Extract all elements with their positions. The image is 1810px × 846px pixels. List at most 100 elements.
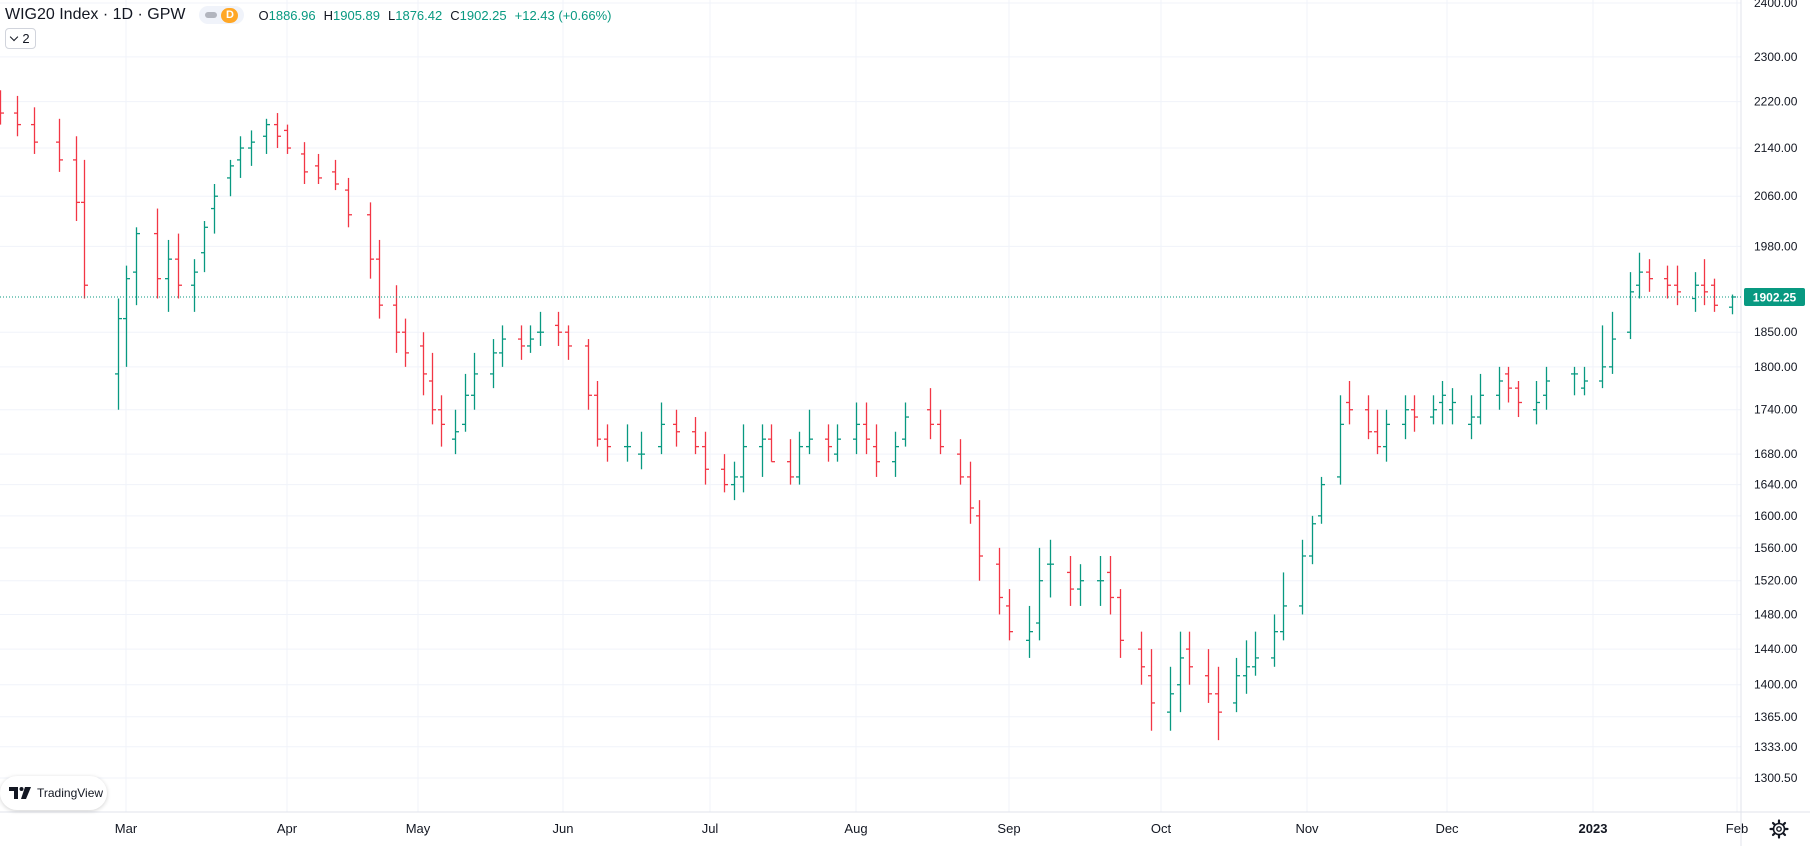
ohlc-bar [638, 431, 645, 470]
ohlc-bar [1636, 252, 1643, 299]
ohlc-bar [1543, 366, 1550, 410]
ohlc-bar [227, 159, 234, 197]
time-tick-label: Jul [702, 821, 719, 836]
price-tick-label: 2140.00 [1754, 141, 1798, 155]
ohlc-bar [1318, 476, 1325, 524]
price-tick-label: 1520.00 [1754, 574, 1798, 588]
price-tick-label: 1680.00 [1754, 447, 1798, 461]
ohlc-bar [1271, 614, 1278, 667]
ohlc-bar [604, 424, 611, 462]
ohlc-bar [1177, 631, 1184, 713]
ohlc-bar [1233, 657, 1240, 713]
ohlc-bar [658, 402, 665, 455]
price-tick-label: 2400.00 [1754, 0, 1798, 10]
ohlc-bar [976, 500, 983, 581]
gear-icon[interactable] [1769, 819, 1789, 839]
ohlc-bar [263, 118, 270, 154]
symbol-legend[interactable]: WIG20 Index · 1D · GPW D O1886.96 H1905.… [5, 3, 611, 27]
price-tick-label: 1850.00 [1754, 325, 1798, 339]
ohlc-bar [1430, 395, 1437, 425]
time-tick-label: Sep [997, 821, 1020, 836]
ohlc-bar [31, 107, 38, 154]
ohlc-bar [673, 409, 680, 447]
ohlc-bar [201, 221, 208, 273]
ohlc-bar [402, 318, 409, 367]
ohlc-bar [367, 202, 374, 279]
ohlc-bar [1402, 395, 1409, 440]
ohlc-bar [376, 239, 383, 319]
ohlc-bar [420, 332, 427, 396]
ohlc-bar [1036, 547, 1043, 641]
ohlc-bar [56, 118, 63, 172]
ohlc-bar [1515, 380, 1522, 418]
last-price-label-bg [1744, 287, 1805, 306]
ohlc-bar [393, 285, 400, 353]
ohlc-bar [721, 454, 728, 493]
ohlc-bar [957, 439, 964, 485]
ohlc-bar [1346, 380, 1353, 425]
low-value: L1876.42 [388, 7, 443, 23]
ohlc-bar [1077, 564, 1084, 606]
ohlc-bar [1117, 589, 1124, 658]
price-tick-label: 1365.00 [1754, 710, 1798, 724]
ohlc-bar [1006, 589, 1013, 641]
ohlc-bar [1496, 366, 1503, 410]
ohlc-bar [967, 461, 974, 524]
ohlc-bar [796, 431, 803, 485]
ohlc-bar [1026, 605, 1033, 658]
eye-icon[interactable] [205, 12, 218, 18]
price-tick-label: 2060.00 [1754, 189, 1798, 203]
ohlc-bar [892, 431, 899, 477]
indicators-toggle-button[interactable]: 2 [5, 28, 36, 49]
ohlc-bar [740, 424, 747, 493]
chevron-down-icon [10, 32, 19, 42]
ohlc-bar [834, 424, 841, 462]
time-tick-label: Nov [1295, 821, 1319, 836]
close-value: C1902.25 [450, 7, 507, 23]
ohlc-bar [1138, 631, 1145, 685]
ohlc-bar [1148, 649, 1155, 731]
ohlc-bar [863, 402, 870, 455]
ohlc-bar [0, 90, 4, 125]
ohlc-bar [1167, 666, 1174, 731]
ohlc-bar [1337, 395, 1344, 485]
time-axis-labels[interactable]: Mar Apr May Jun Jul Aug Sep Oct Nov Dec 2023 Feb [115, 821, 1748, 836]
ohlc-bar [123, 265, 130, 367]
ohlc-bar [1599, 325, 1606, 389]
ohlc-bar [1477, 373, 1484, 425]
visibility-session-pill[interactable]: D [199, 6, 245, 24]
ohlc-bar [1097, 555, 1104, 606]
price-tick-label: 1400.00 [1754, 678, 1798, 692]
price-axis-labels[interactable]: 2400.00 2300.00 2220.00 2140.00 2060.00 1980.… [1744, 0, 1805, 785]
ohlc-bar [315, 153, 322, 184]
ohlc-bar [806, 409, 813, 455]
ohlc-bar [1609, 311, 1616, 374]
ohlc-bar [1252, 631, 1259, 676]
ohlc-bar [937, 409, 944, 455]
ohlc-bar [499, 325, 506, 367]
tradingview-logo[interactable]: TradingView [0, 776, 107, 810]
ohlc-bar [702, 431, 709, 485]
ohlc-bar [1205, 649, 1212, 703]
ohlc-bar [165, 239, 172, 312]
time-tick-label: May [406, 821, 431, 836]
ohlc-bar [594, 380, 601, 447]
time-tick-label: Feb [1726, 821, 1748, 836]
last-price-label[interactable]: 1902.25 [1744, 287, 1805, 306]
ohlc-bar [1581, 366, 1588, 396]
time-tick-label: Mar [115, 821, 138, 836]
symbol-title[interactable]: WIG20 Index · 1D · GPW [5, 6, 186, 23]
ohlc-bar [490, 339, 497, 389]
ohlc-bar [825, 424, 832, 462]
price-tick-label: 1740.00 [1754, 403, 1798, 417]
ohlc-bar [133, 227, 140, 306]
ohlc-bar [1243, 640, 1250, 694]
price-tick-label: 1600.00 [1754, 509, 1798, 523]
tradingview-logo-text: TradingView [37, 786, 104, 800]
ohlc-bar [624, 424, 631, 462]
ohlc-bar [927, 388, 934, 440]
time-tick-label: Aug [844, 821, 867, 836]
